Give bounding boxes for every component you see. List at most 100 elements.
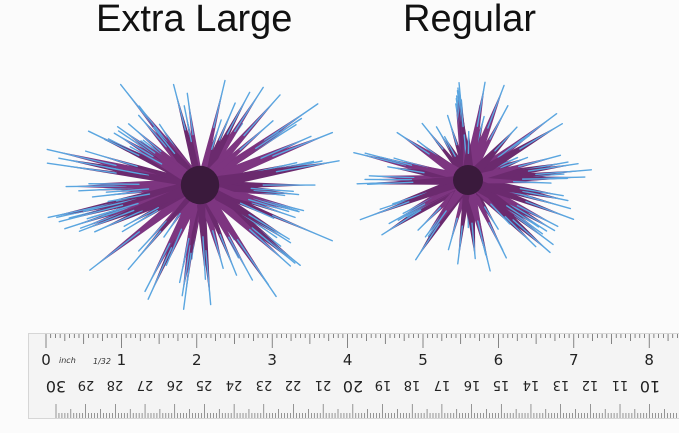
leaf-tip <box>435 126 452 152</box>
leaf-tip <box>86 202 139 220</box>
leaf-tip <box>497 138 524 158</box>
leaf-tip <box>205 250 212 306</box>
leaf-tip <box>165 228 183 267</box>
leaf-tip <box>65 185 128 188</box>
leaf-tip <box>249 228 292 267</box>
leaf-tip <box>521 177 569 180</box>
leaf-tip <box>427 210 447 238</box>
cm-label: 15 <box>492 377 510 392</box>
inch-label: 3 <box>267 351 277 369</box>
leaf-tip <box>105 166 150 176</box>
inch-label: 4 <box>342 351 353 369</box>
leaf-tip <box>213 79 226 129</box>
leaf-tip <box>46 148 117 167</box>
inch-label: 6 <box>493 351 504 369</box>
inch-label: 2 <box>192 351 202 369</box>
cm-label: 10 <box>639 377 660 396</box>
leaf-tip <box>446 114 458 146</box>
leaf-tip <box>264 103 319 142</box>
leaf-tip <box>522 190 569 202</box>
cm-label: 14 <box>522 377 540 392</box>
cm-label: 20 <box>342 377 364 396</box>
leaf-tip <box>359 201 410 221</box>
leaf-tip <box>508 208 544 235</box>
leaf-tip <box>499 156 529 169</box>
leaf-tip <box>443 136 456 157</box>
leaf-tip <box>236 239 270 286</box>
leaf-tip <box>471 222 476 260</box>
leaf-tip <box>186 92 194 136</box>
leaf-tip <box>368 175 415 179</box>
leaf <box>195 92 250 188</box>
leaf <box>198 180 289 212</box>
leaf-tip <box>255 117 303 150</box>
leaf-tip <box>121 209 159 233</box>
cm-label: 18 <box>403 377 421 392</box>
leaf-tip <box>248 198 290 213</box>
leaf-tip <box>417 206 442 231</box>
leaf-tip <box>88 183 140 186</box>
leaf <box>466 175 574 220</box>
cm-label: 28 <box>107 377 124 392</box>
regular-plant <box>353 81 593 272</box>
leaf-tip <box>518 154 562 168</box>
leaf-tip <box>527 163 579 172</box>
leaf-tip <box>364 152 413 166</box>
leaf-tip <box>512 219 551 254</box>
leaf-tip <box>516 204 559 228</box>
leaf-tip <box>219 233 238 276</box>
cm-label: 12 <box>582 377 599 392</box>
leaf-tip <box>147 247 173 300</box>
inch-label: 8 <box>644 351 654 369</box>
leaf-tip <box>127 230 162 271</box>
leaf-tip <box>113 132 154 158</box>
leaf-tip <box>392 192 428 205</box>
leaf-tip <box>84 150 138 168</box>
inch-label: 5 <box>418 351 428 369</box>
leaf-tip <box>218 102 236 141</box>
leaf-tip <box>89 231 141 271</box>
leaf <box>457 179 473 264</box>
leaf-tip <box>514 214 554 246</box>
leaf-tip <box>535 169 593 176</box>
label-extra-large: Extra Large <box>96 0 293 40</box>
cm-label: 27 <box>136 377 154 392</box>
cm-label: 29 <box>77 377 94 392</box>
cm-label: 17 <box>433 377 451 392</box>
leaf-tip <box>87 130 140 157</box>
air-plants-image <box>46 79 593 310</box>
cm-label: 11 <box>611 377 629 392</box>
leaf-tip <box>260 135 312 159</box>
leaf-tip <box>525 200 575 221</box>
ruler-ticks <box>45 334 678 418</box>
label-regular: Regular <box>403 0 537 40</box>
leaf-tip <box>504 215 537 248</box>
leaf-tip <box>239 120 274 151</box>
leaf-tip <box>387 166 425 174</box>
leaf-tip <box>212 230 224 269</box>
leaf-tip <box>46 162 117 174</box>
leaf-tip <box>272 131 334 157</box>
leaf <box>195 183 237 276</box>
plant-center <box>180 165 220 205</box>
leaf-tip <box>457 225 464 265</box>
leaf <box>47 163 201 189</box>
leaf-tip <box>137 114 167 148</box>
cm-label: 30 <box>45 377 67 396</box>
leaf-tip <box>116 126 156 154</box>
leaf-tip <box>272 214 334 242</box>
leaf-tip <box>388 203 426 225</box>
leaf-tip <box>78 187 135 192</box>
leaf-tip <box>353 151 406 166</box>
inch-label: 1 <box>116 351 127 369</box>
cm-label: 13 <box>552 377 569 392</box>
leaf-tip <box>123 206 160 227</box>
leaf-tip <box>94 210 143 233</box>
leaf-tip <box>163 212 181 238</box>
leaf-tip <box>182 252 192 310</box>
inch-label: 0 <box>41 351 51 369</box>
leaf-tip <box>137 220 167 252</box>
leaf-tip <box>234 86 264 133</box>
leaf-tip <box>127 123 162 153</box>
